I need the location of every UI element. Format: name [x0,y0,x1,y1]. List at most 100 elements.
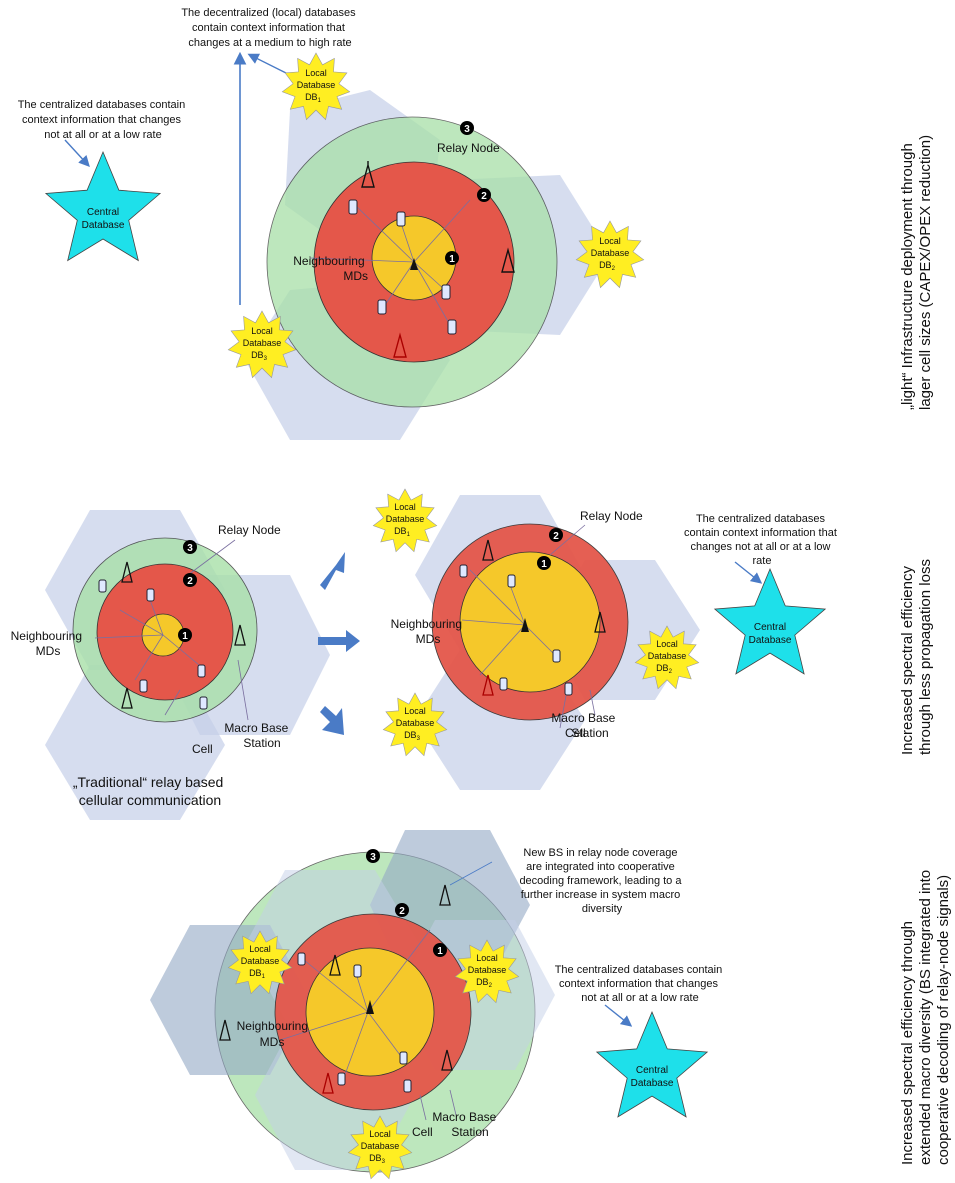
svg-text:1: 1 [437,946,443,957]
phone-icon [459,564,468,578]
tower-icon [361,161,375,188]
decentral-note: The decentralized (local) databases cont… [181,7,358,49]
neighbouring-label: Neighbouring MDs [391,617,466,646]
local-database-star: Local Database DB2 [634,625,700,690]
new-bs-note: New BS in relay node coverage are integr… [519,847,684,915]
links [64,51,471,326]
marker-3: 3 [366,849,380,863]
local-database-star: Local Database DB2 [454,939,520,1004]
tower-icon [410,258,418,270]
local-database-star: Local Database DB2 [575,220,645,289]
cell-label: Cell [412,1125,433,1139]
svg-text:1: 1 [182,631,188,642]
central-database-star: Central Database [44,150,162,262]
side-label-mid: Increased spectral efficiency through le… [899,559,934,755]
svg-text:1: 1 [541,559,547,570]
marker-3: 3 [183,540,197,554]
phone-icon [447,319,457,335]
phone-icon [297,952,306,966]
local-database-star: Local Database DB3 [382,692,448,757]
tower-icon [219,1019,231,1041]
tower-icon [121,687,133,709]
panel-middle: 1 2 3 Relay Node Neighbouring MDs Macro … [11,488,934,820]
relay-node-label: Relay Node [437,141,500,155]
phone-icon [396,211,406,227]
central-database-star: Central Database [595,1010,709,1118]
macro-base-label: Macro Base Station [224,721,291,750]
phone-icon [377,299,387,315]
local-database-star: Local Database DB3 [227,310,297,379]
phone-icon [441,284,451,300]
coverage-inner [459,551,601,693]
panel-top: 1 2 3 Relay Node Neighbouring MDs The de… [18,7,934,440]
cell-label: Cell [565,726,586,740]
tower-icon [121,561,133,583]
central-note: The centralized databases contain contex… [555,964,726,1004]
relay-node-label: Relay Node [218,523,281,537]
traditional-caption: „Traditional“ relay based cellular commu… [73,774,227,808]
phone-icon [507,574,516,588]
tower-icon [393,332,407,358]
side-label-bottom: Increased spectral efficiency through ex… [899,866,952,1165]
marker-2: 2 [477,188,491,202]
tower-icon [441,1049,453,1071]
phone-icon [353,964,362,978]
phone-icon [139,679,148,693]
phone-icon [348,199,358,215]
central-note: The centralized databases contain contex… [18,99,189,141]
local-database-star: Local Database DB1 [372,488,438,553]
svg-text:2: 2 [553,531,559,542]
svg-text:2: 2 [187,576,193,587]
phone-icon [552,649,561,663]
panel-bottom: 1 2 3 Neighbouring MDs Macro Base Statio… [150,830,952,1180]
tower-icon [366,1000,374,1014]
cell-label: Cell [192,742,213,756]
tower-icon [329,954,341,976]
side-label-top: „light“ Infrastructure deployment throug… [899,135,934,410]
central-note: The centralized databases contain contex… [684,513,840,567]
svg-text:2: 2 [481,191,487,202]
macro-base-label: Macro Base Station [551,711,618,740]
phone-icon [146,588,155,602]
phone-icon [337,1072,346,1086]
marker-1: 1 [433,943,447,957]
svg-text:1: 1 [449,254,455,265]
phone-icon [98,579,107,593]
svg-text:2: 2 [399,906,405,917]
neighbouring-label: Neighbouring MDs [11,629,86,658]
tower-icon [482,674,494,696]
svg-text:3: 3 [370,852,376,863]
marker-1: 1 [178,628,192,642]
phone-icon [197,664,206,678]
transition-arrows [318,552,360,735]
local-database-star: Local Database DB1 [227,930,293,995]
tower-icon [482,539,494,561]
phone-icon [403,1079,412,1093]
marker-1: 1 [537,556,551,570]
svg-text:3: 3 [187,543,193,554]
tower-icon [439,884,451,906]
neighbouring-label: Neighbouring MDs [293,254,368,283]
marker-1: 1 [445,251,459,265]
tower-icon [322,1072,334,1094]
central-database-star: Central Database [713,567,827,675]
svg-text:3: 3 [464,124,470,135]
relay-node-label: Relay Node [580,509,643,523]
marker-2: 2 [549,528,563,542]
local-database-star: Local Database DB3 [347,1115,413,1180]
neighbouring-label: Neighbouring MDs [237,1019,312,1049]
marker-2: 2 [183,573,197,587]
local-database-star: Local Database DB1 [281,52,351,121]
